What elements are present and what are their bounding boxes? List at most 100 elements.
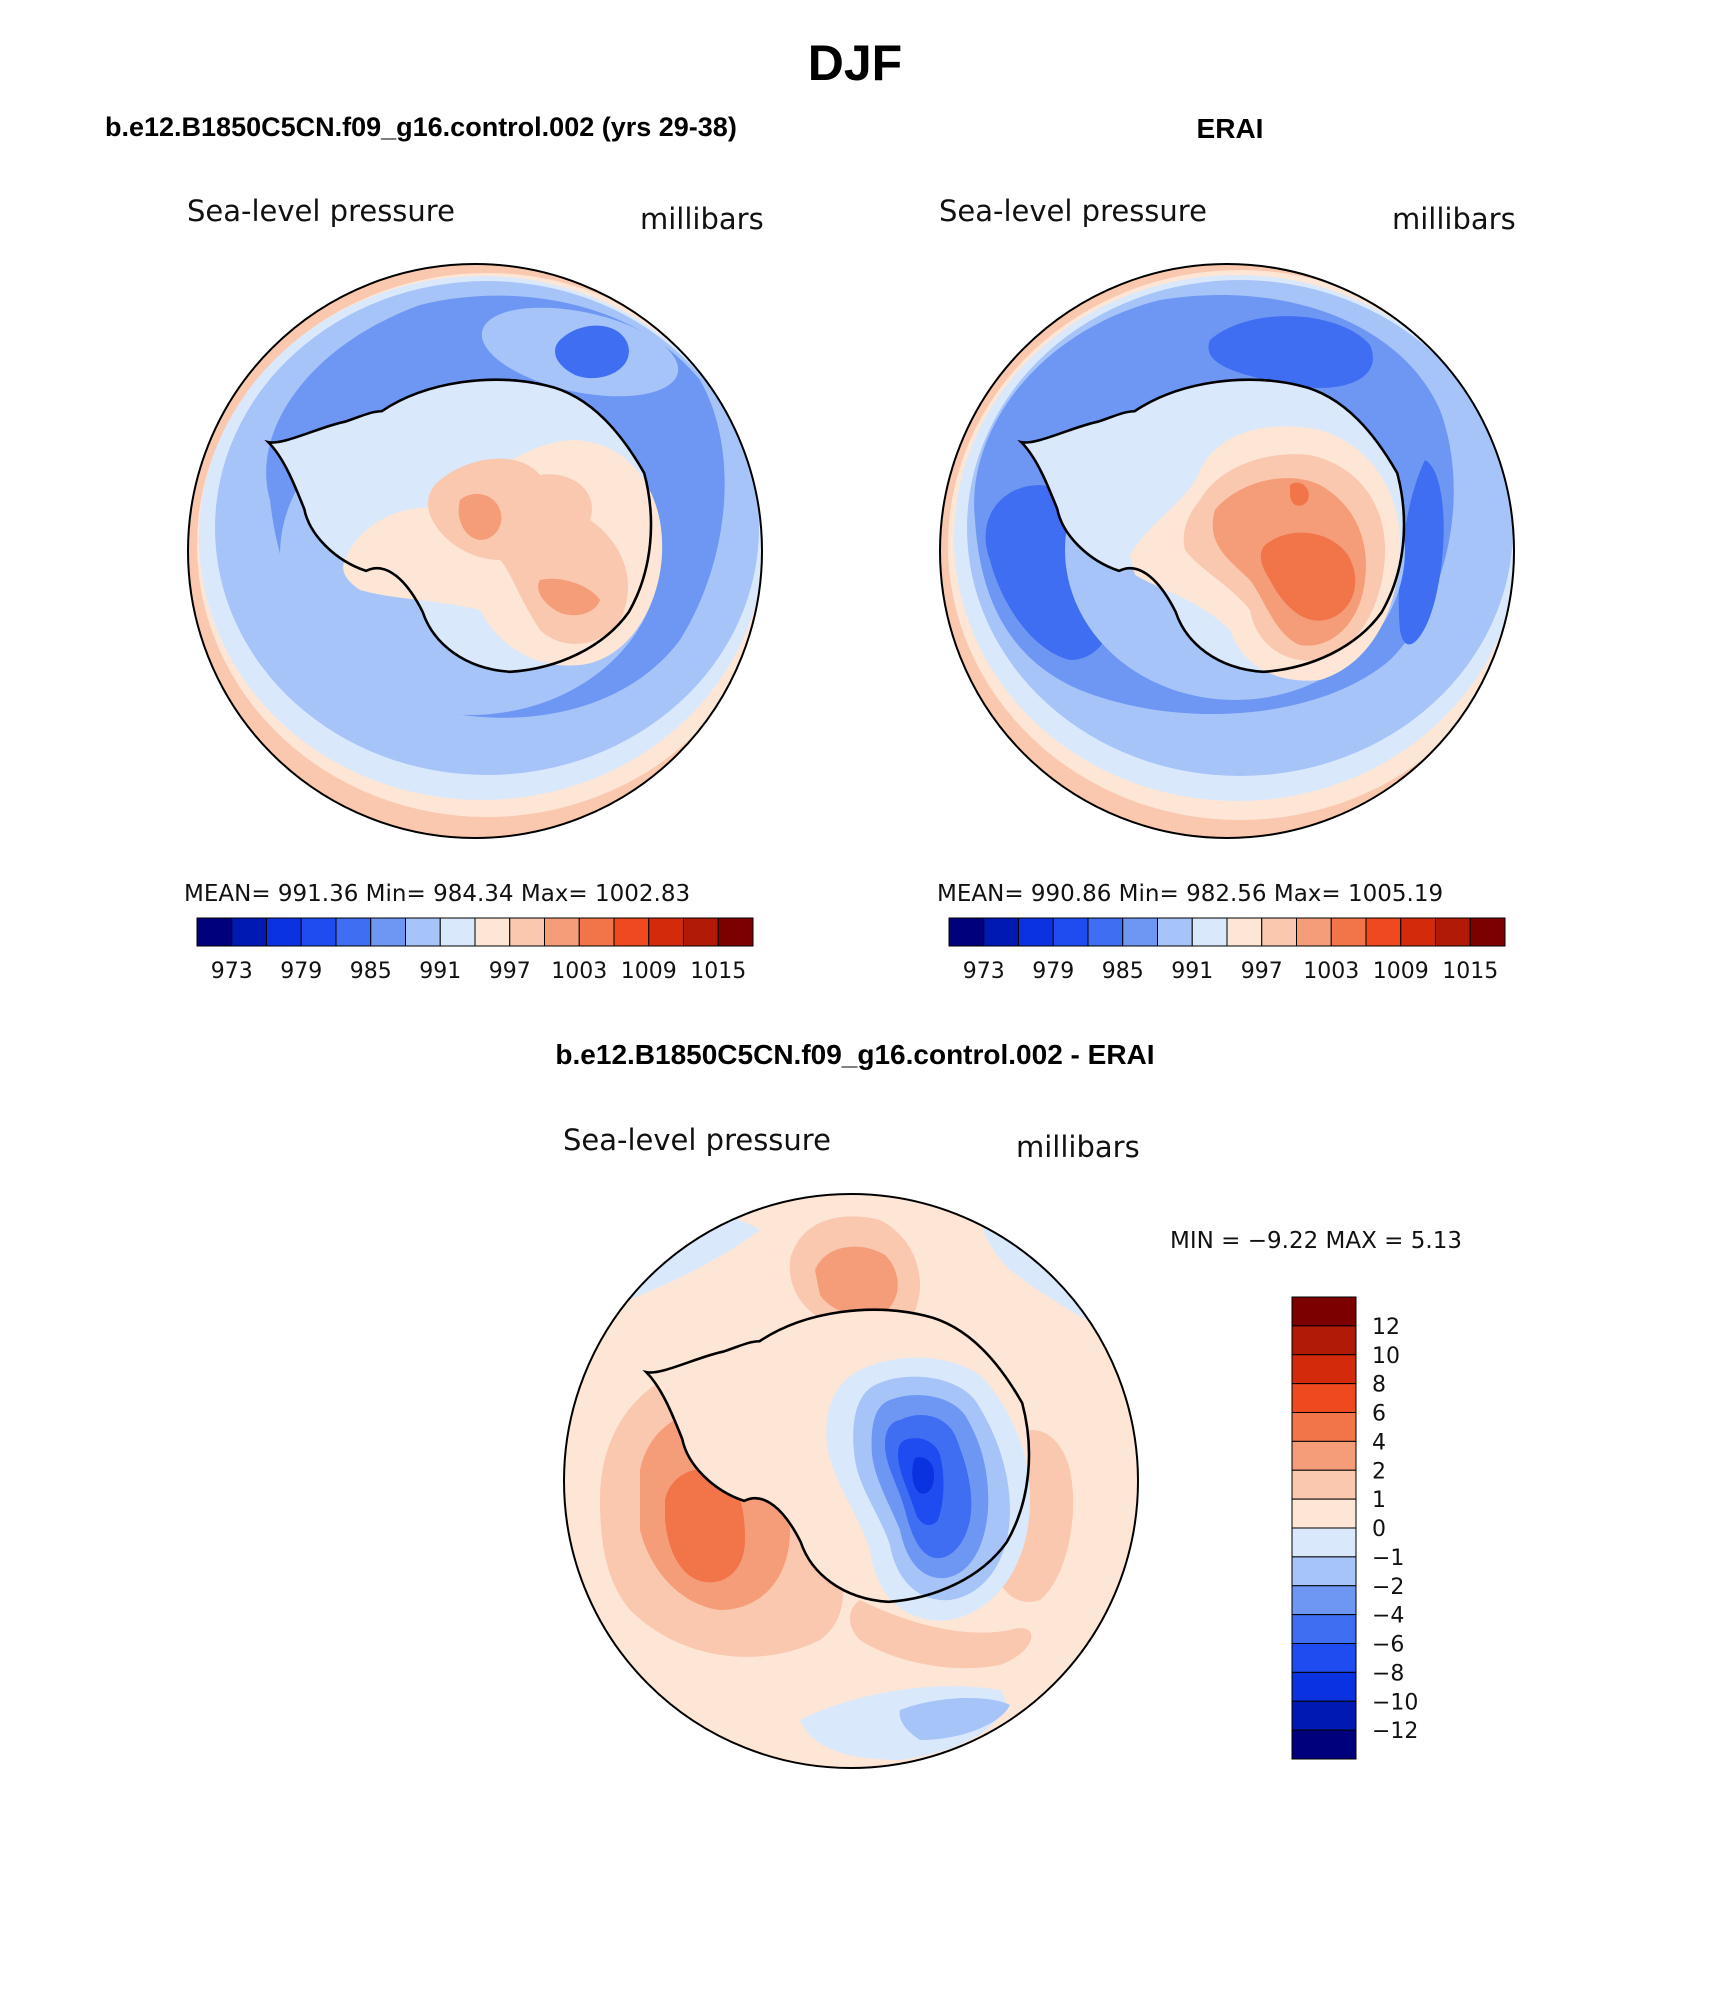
model-variable-label: Sea-level pressure [187,194,455,228]
colorbar-tick-label: 991 [1171,959,1213,984]
obs-map-panel: Sea-level pressure millibars MEAN= 990.8… [937,194,1516,984]
colorbar-swatch [1291,1354,1357,1385]
diff-stats: MIN = −9.22 MAX = 5.13 [1170,1228,1462,1254]
figure-title: DJF [808,35,902,91]
colorbar-tick-label: 1009 [1373,959,1429,984]
colorbar-tick-label: 8 [1372,1373,1386,1398]
colorbar-swatch [1291,1412,1357,1442]
colorbar-tick-label: −1 [1372,1546,1404,1571]
colorbar-swatch [1291,1671,1357,1702]
colorbar-swatch [648,917,684,947]
colorbar-swatch [1157,917,1193,947]
colorbar-swatch [717,917,754,947]
colorbar-swatch [1226,917,1263,947]
colorbar-swatch [1435,917,1471,947]
colorbar-swatch [1296,917,1332,947]
colorbar-swatch [1291,1440,1357,1471]
colorbar-swatch [1330,917,1367,947]
model-stats: MEAN= 991.36 Min= 984.34 Max= 1002.83 [184,881,690,907]
colorbar-tick-label: 4 [1372,1430,1386,1455]
colorbar-swatch [1291,1643,1357,1673]
diff-units-label: millibars [1016,1130,1140,1164]
colorbar-swatch [405,917,441,947]
model-map-border [187,263,763,839]
colorbar-swatch [439,917,476,947]
colorbar-swatch [1052,917,1089,947]
colorbar-swatch [1291,1498,1357,1529]
colorbar-tick-label: −6 [1372,1633,1404,1658]
colorbar-tick-label: 997 [489,959,531,984]
colorbar-swatch [335,917,372,947]
obs-low-north [1208,316,1373,389]
model-land-1003-a [458,493,502,540]
colorbar-tick-label: 12 [1372,1315,1400,1340]
diff-neg-land-min [912,1457,934,1494]
colorbar-swatch [1087,917,1124,947]
colorbar-tick-label: −12 [1372,1719,1418,1744]
model-colorbar: 973 979 985 991 997 1003 1009 1015 [196,917,754,984]
obs-colorbar: 973 979 985 991 997 1003 1009 1015 [948,917,1506,984]
colorbar-swatch [948,917,985,947]
colorbar-swatch [1261,917,1297,947]
colorbar-tick-label: 991 [419,959,461,984]
model-map-panel: Sea-level pressure millibars MEAN= 991.3… [184,194,764,984]
colorbar-swatch [1291,1585,1357,1616]
colorbar-swatch [1291,1469,1357,1500]
colorbar-tick-label: 973 [963,959,1005,984]
colorbar-swatch [983,917,1019,947]
obs-land-1006 [1260,532,1356,621]
colorbar-swatch [1365,917,1402,947]
colorbar-swatch [1291,1729,1357,1760]
colorbar-tick-label: −4 [1372,1604,1404,1629]
colorbar-swatch [578,917,615,947]
colorbar-swatch [1291,1325,1357,1356]
model-land-1003-b [538,578,600,616]
colorbar-tick-label: 10 [1372,1344,1400,1369]
colorbar-tick-label: 1 [1372,1488,1386,1513]
colorbar-tick-label: 973 [211,959,253,984]
obs-units-label: millibars [1392,202,1516,236]
colorbar-swatch [1291,1614,1357,1644]
colorbar-swatch [1018,917,1054,947]
diff-panel-title: b.e12.B1850C5CN.f09_g16.control.002 - ER… [555,1039,1154,1070]
obs-low-east [1398,460,1444,645]
diff-variable-label: Sea-level pressure [563,1123,831,1157]
colorbar-tick-label: −2 [1372,1575,1404,1600]
colorbar-swatch [613,917,650,947]
colorbar-tick-label: 0 [1372,1517,1386,1542]
colorbar-swatch [1291,1556,1357,1587]
colorbar-swatch [196,917,233,947]
colorbar-swatch [266,917,302,947]
diff-pos-south-1 [849,1600,1032,1669]
obs-panel-title: ERAI [1197,113,1264,144]
colorbar-swatch [1400,917,1436,947]
colorbar-swatch [544,917,580,947]
colorbar-tick-label: 1003 [551,959,607,984]
colorbar-tick-label: 1009 [621,959,677,984]
colorbar-tick-label: 997 [1241,959,1283,984]
colorbar-swatch [300,917,337,947]
model-panel-title: b.e12.B1850C5CN.f09_g16.control.002 (yrs… [105,112,737,142]
model-low-center [555,325,629,379]
colorbar-tick-label: 985 [1102,959,1144,984]
model-units-label: millibars [640,202,764,236]
colorbar-tick-label: −10 [1372,1690,1418,1715]
colorbar-swatch [1291,1700,1357,1731]
colorbar-swatch [683,917,719,947]
colorbar-tick-label: 1003 [1303,959,1359,984]
colorbar-tick-label: 985 [350,959,392,984]
colorbar-swatch [1122,917,1158,947]
colorbar-swatch [1291,1527,1357,1558]
colorbar-swatch [474,917,511,947]
colorbar-tick-label: 1015 [690,959,746,984]
diff-neg-south-inner [899,1698,1010,1740]
model-map [188,264,762,838]
obs-map [940,264,1514,838]
colorbar-swatch [1469,917,1506,947]
colorbar-swatch [231,917,267,947]
colorbar-swatch [509,917,545,947]
colorbar-tick-label: 1015 [1442,959,1498,984]
diff-map-border [563,1193,1139,1769]
